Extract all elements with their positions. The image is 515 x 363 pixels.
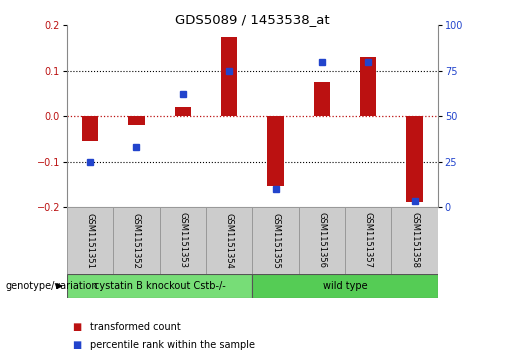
Bar [175, 107, 191, 116]
Text: GSM1151354: GSM1151354 [225, 213, 234, 268]
Text: percentile rank within the sample: percentile rank within the sample [90, 340, 255, 350]
Text: GSM1151351: GSM1151351 [85, 213, 95, 268]
Text: GSM1151353: GSM1151353 [178, 212, 187, 269]
Text: wild type: wild type [323, 281, 367, 291]
Bar [391, 207, 438, 274]
Bar [128, 116, 145, 125]
Bar [360, 57, 376, 116]
Bar [314, 82, 330, 116]
Text: GSM1151355: GSM1151355 [271, 213, 280, 268]
Bar [221, 37, 237, 116]
Text: GSM1151357: GSM1151357 [364, 212, 373, 269]
Text: GSM1151358: GSM1151358 [410, 212, 419, 269]
Bar [160, 207, 206, 274]
Text: genotype/variation: genotype/variation [5, 281, 98, 291]
Text: GSM1151352: GSM1151352 [132, 213, 141, 268]
Text: ■: ■ [72, 340, 81, 350]
Text: transformed count: transformed count [90, 322, 181, 332]
Bar [345, 207, 391, 274]
Bar [299, 207, 345, 274]
Text: cystatin B knockout Cstb-/-: cystatin B knockout Cstb-/- [94, 281, 226, 291]
Bar [113, 207, 160, 274]
Bar [267, 116, 284, 187]
Bar [252, 207, 299, 274]
Text: GSM1151356: GSM1151356 [317, 212, 327, 269]
Bar [67, 207, 113, 274]
Bar [406, 116, 423, 202]
Text: GDS5089 / 1453538_at: GDS5089 / 1453538_at [175, 13, 330, 26]
Bar [82, 116, 98, 141]
Text: ■: ■ [72, 322, 81, 332]
Bar [206, 207, 252, 274]
Bar [252, 274, 438, 298]
Bar [67, 274, 252, 298]
